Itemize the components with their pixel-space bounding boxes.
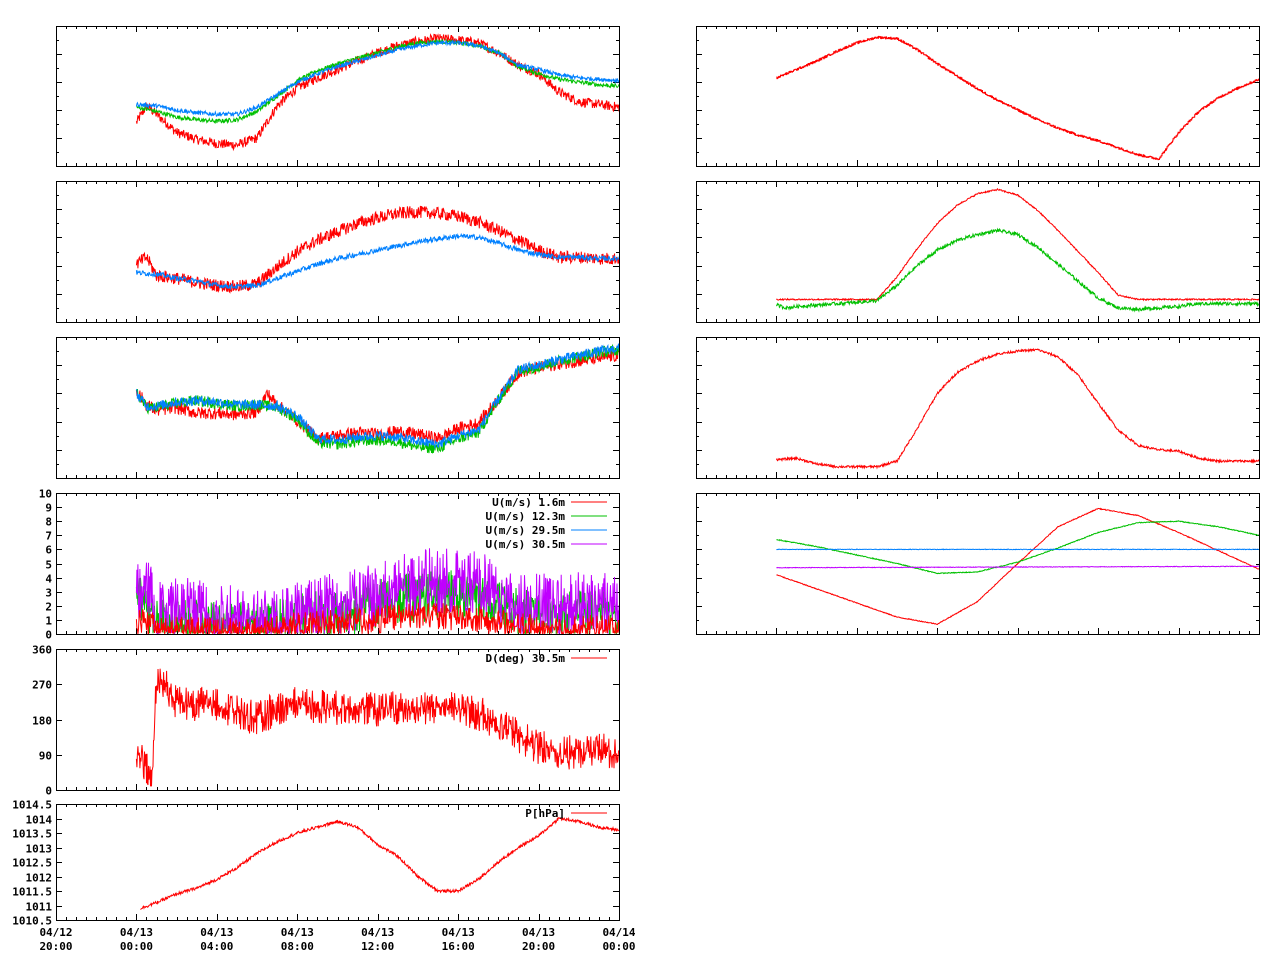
series-line-blue	[135, 38, 619, 118]
y-tick-label: 360	[32, 644, 52, 657]
legend-entry-label: D(deg) 30.5m	[486, 652, 566, 665]
legend-entry-label: U(m/s) 12.3m	[486, 510, 566, 523]
series-line-green	[136, 38, 619, 125]
x-tick-label-time: 20:00	[39, 940, 72, 953]
series-line-red	[775, 347, 1259, 470]
series-line-red	[776, 35, 1259, 161]
series-line-purple	[776, 565, 1259, 569]
x-tick-label-time: 00:00	[602, 940, 635, 953]
x-tick-label-date: 04/13	[361, 926, 394, 939]
panel-right-3	[696, 337, 1260, 479]
y-tick-label: 1011	[26, 901, 53, 914]
y-tick-label: 1013.5	[12, 828, 52, 841]
x-tick-label-time: 00:00	[120, 940, 153, 953]
panel-frame	[696, 26, 1260, 167]
y-tick-label: 180	[32, 715, 52, 728]
x-tick-label-date: 04/12	[39, 926, 72, 939]
y-tick-label: 1014	[26, 814, 53, 827]
series-line-red	[135, 602, 619, 634]
x-tick-label-time: 16:00	[442, 940, 475, 953]
y-tick-label: 1013	[26, 843, 53, 856]
y-tick-label: 9	[45, 502, 52, 515]
panel-left-5: 0 90 180 270 360 D(deg) 30.5m	[32, 644, 620, 798]
panel-frame	[56, 649, 620, 791]
legend-entry-label: P[hPa]	[525, 807, 565, 820]
legend-entry-label: U(m/s) 1.6m	[492, 496, 565, 509]
x-tick-label-date: 04/13	[281, 926, 314, 939]
panel-left-2	[56, 181, 620, 323]
y-tick-label: 3	[45, 587, 52, 600]
x-tick-label-time: 20:00	[522, 940, 555, 953]
panel-frame	[696, 493, 1260, 635]
y-tick-label: 4	[45, 573, 52, 586]
legend-entry-label: U(m/s) 29.5m	[486, 524, 566, 537]
y-tick-label: 5	[45, 559, 52, 572]
series-line-blue	[135, 343, 619, 449]
y-tick-label: 1014.5	[12, 799, 52, 812]
y-tick-label: 270	[32, 679, 52, 692]
y-tick-label: 0	[45, 629, 52, 642]
series-line-red	[135, 205, 619, 294]
x-tick-label-time: 12:00	[361, 940, 394, 953]
panel-frame	[696, 181, 1260, 323]
series-line-green	[776, 520, 1259, 575]
panel-frame	[56, 337, 620, 479]
x-tick-label-date: 04/13	[442, 926, 475, 939]
panel-right-4	[696, 493, 1260, 635]
x-tick-label-date: 04/13	[200, 926, 233, 939]
series-line-red	[135, 668, 619, 787]
series-line-red	[135, 33, 619, 152]
legend-entry-label: U(m/s) 30.5m	[486, 538, 566, 551]
y-tick-label: 6	[45, 544, 52, 557]
y-tick-label: 10	[39, 488, 52, 501]
x-tick-label-date: 04/13	[522, 926, 555, 939]
y-tick-label: 7	[45, 530, 52, 543]
series-line-green	[775, 227, 1259, 313]
y-tick-label: 1012	[26, 872, 53, 885]
panel-left-1	[56, 26, 620, 167]
y-tick-label: 2	[45, 601, 52, 614]
y-tick-label: 1011.5	[12, 886, 52, 899]
panel-frame	[696, 337, 1260, 479]
y-tick-label: 90	[39, 750, 52, 763]
panel-right-1	[696, 26, 1260, 167]
series-line-red	[140, 816, 619, 910]
y-tick-label: 8	[45, 516, 52, 529]
panel-left-6: 1010.510111011.510121012.510131013.51014…	[12, 799, 620, 928]
x-tick-label-time: 08:00	[281, 940, 314, 953]
y-tick-label: 0	[45, 785, 52, 798]
series-line-red	[776, 507, 1259, 626]
x-tick-label-date: 04/14	[602, 926, 635, 939]
y-tick-label: 1	[45, 615, 52, 628]
series-line-blue	[135, 232, 619, 291]
x-tick-label-time: 04:00	[200, 940, 233, 953]
y-tick-label: 1010.5	[12, 915, 52, 928]
y-tick-label: 1012.5	[12, 857, 52, 870]
panel-right-2	[696, 181, 1260, 323]
series-line-red	[776, 188, 1259, 302]
series-line-blue	[776, 548, 1259, 551]
panel-frame	[56, 26, 620, 167]
x-tick-label-date: 04/13	[120, 926, 153, 939]
panel-left-3	[56, 337, 620, 479]
